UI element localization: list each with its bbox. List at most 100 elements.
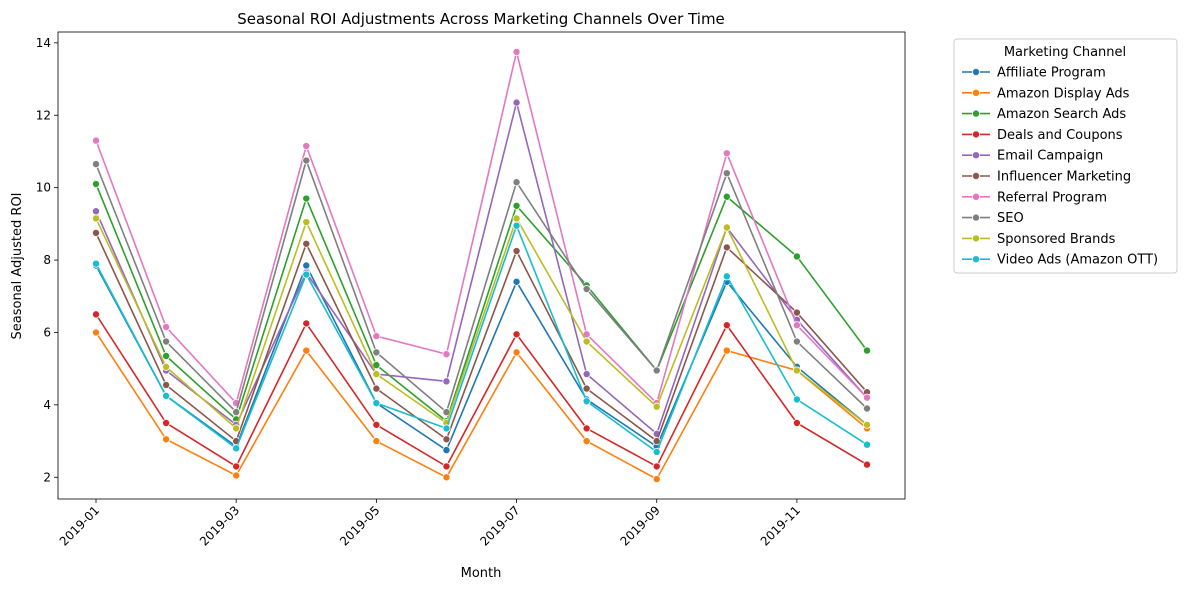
- legend-item: SEO: [962, 211, 1024, 226]
- data-point: [302, 239, 311, 248]
- data-point: [652, 402, 661, 411]
- legend-title: Marketing Channel: [1004, 45, 1126, 60]
- data-point: [582, 370, 591, 379]
- legend-item: Influencer Marketing: [962, 170, 1131, 185]
- data-point: [792, 252, 801, 261]
- y-axis-label: Seasonal Adjusted ROI: [10, 192, 25, 339]
- legend-label: Video Ads (Amazon OTT): [997, 253, 1158, 268]
- legend-label: Email Campaign: [997, 149, 1103, 164]
- data-point: [722, 169, 731, 178]
- data-point: [512, 98, 521, 107]
- y-tick-label: 8: [43, 253, 51, 267]
- y-tick-label: 6: [43, 325, 51, 339]
- series-line: [95, 223, 868, 454]
- data-point: [372, 384, 381, 393]
- data-point: [232, 408, 241, 417]
- series-line: [95, 332, 868, 481]
- y-tick-label: 10: [36, 181, 51, 195]
- data-point: [722, 346, 731, 355]
- legend-marker: [972, 171, 981, 180]
- data-point: [863, 420, 872, 429]
- data-point: [582, 285, 591, 294]
- data-point: [92, 228, 101, 237]
- data-point: [582, 337, 591, 346]
- legend-label: Sponsored Brands: [997, 232, 1116, 247]
- legend-item: Affiliate Program: [962, 66, 1106, 81]
- y-axis: 2 4 6 8 10 12 14: [36, 36, 58, 484]
- data-point: [582, 384, 591, 393]
- plot-frame: [57, 31, 906, 500]
- data-point: [162, 391, 171, 400]
- x-tick-label: 2019-07: [477, 503, 522, 548]
- legend-item: Amazon Search Ads: [962, 107, 1126, 122]
- data-point: [863, 404, 872, 413]
- legend-items: Affiliate Program Amazon Display Ads Amazo…: [962, 66, 1158, 268]
- data-point: [512, 201, 521, 210]
- data-point: [162, 337, 171, 346]
- legend-marker: [972, 68, 981, 77]
- data-point: [92, 259, 101, 268]
- data-point: [92, 310, 101, 319]
- data-point: [92, 160, 101, 169]
- series-influencer-marketing: [92, 228, 872, 446]
- series-line: [95, 102, 868, 436]
- data-point: [582, 424, 591, 433]
- data-point: [442, 350, 451, 359]
- series-video-ads-amazon-ott: [92, 221, 872, 456]
- data-point: [162, 352, 171, 361]
- data-point: [92, 180, 101, 189]
- data-point: [512, 47, 521, 56]
- data-point: [162, 323, 171, 332]
- data-point: [372, 348, 381, 357]
- legend-marker: [972, 213, 981, 222]
- legend-label: Affiliate Program: [997, 66, 1106, 81]
- legend-item: Deals and Coupons: [962, 128, 1123, 143]
- y-tick-label: 2: [43, 470, 51, 484]
- legend-marker: [972, 234, 981, 243]
- data-point: [792, 308, 801, 317]
- series-referral-program: [92, 47, 872, 408]
- data-point: [302, 194, 311, 203]
- data-point: [792, 418, 801, 427]
- data-point: [512, 178, 521, 187]
- data-point: [652, 447, 661, 456]
- data-point: [512, 330, 521, 339]
- series-seo: [92, 156, 872, 417]
- data-point: [232, 462, 241, 471]
- data-point: [372, 420, 381, 429]
- series-email-campaign: [92, 98, 872, 438]
- data-point: [722, 321, 731, 330]
- data-point: [372, 437, 381, 446]
- data-point: [863, 393, 872, 402]
- data-point: [302, 218, 311, 227]
- series-line: [95, 232, 868, 443]
- legend-label: Deals and Coupons: [997, 128, 1123, 143]
- data-point: [302, 270, 311, 279]
- data-point: [582, 397, 591, 406]
- data-point: [162, 418, 171, 427]
- data-point: [232, 444, 241, 453]
- data-point: [652, 475, 661, 484]
- data-point: [372, 370, 381, 379]
- series-line: [95, 216, 868, 430]
- data-point: [92, 207, 101, 216]
- legend-marker: [972, 88, 981, 97]
- legend-marker: [972, 109, 981, 118]
- y-tick-label: 4: [43, 398, 51, 412]
- legend-item: Sponsored Brands: [962, 232, 1116, 247]
- data-point: [232, 471, 241, 480]
- data-point: [722, 243, 731, 252]
- data-point: [652, 462, 661, 471]
- x-tick-label: 2019-01: [57, 503, 102, 548]
- data-point: [722, 192, 731, 201]
- data-point: [512, 221, 521, 230]
- data-point: [302, 156, 311, 165]
- data-point: [442, 462, 451, 471]
- legend-item: Email Campaign: [962, 149, 1103, 164]
- data-point: [512, 247, 521, 256]
- data-point: [442, 435, 451, 444]
- legend: Marketing Channel Affiliate Program Amazo…: [953, 38, 1178, 274]
- legend-label: Referral Program: [997, 190, 1107, 205]
- data-point: [302, 261, 311, 270]
- legend-label: Amazon Display Ads: [997, 86, 1130, 101]
